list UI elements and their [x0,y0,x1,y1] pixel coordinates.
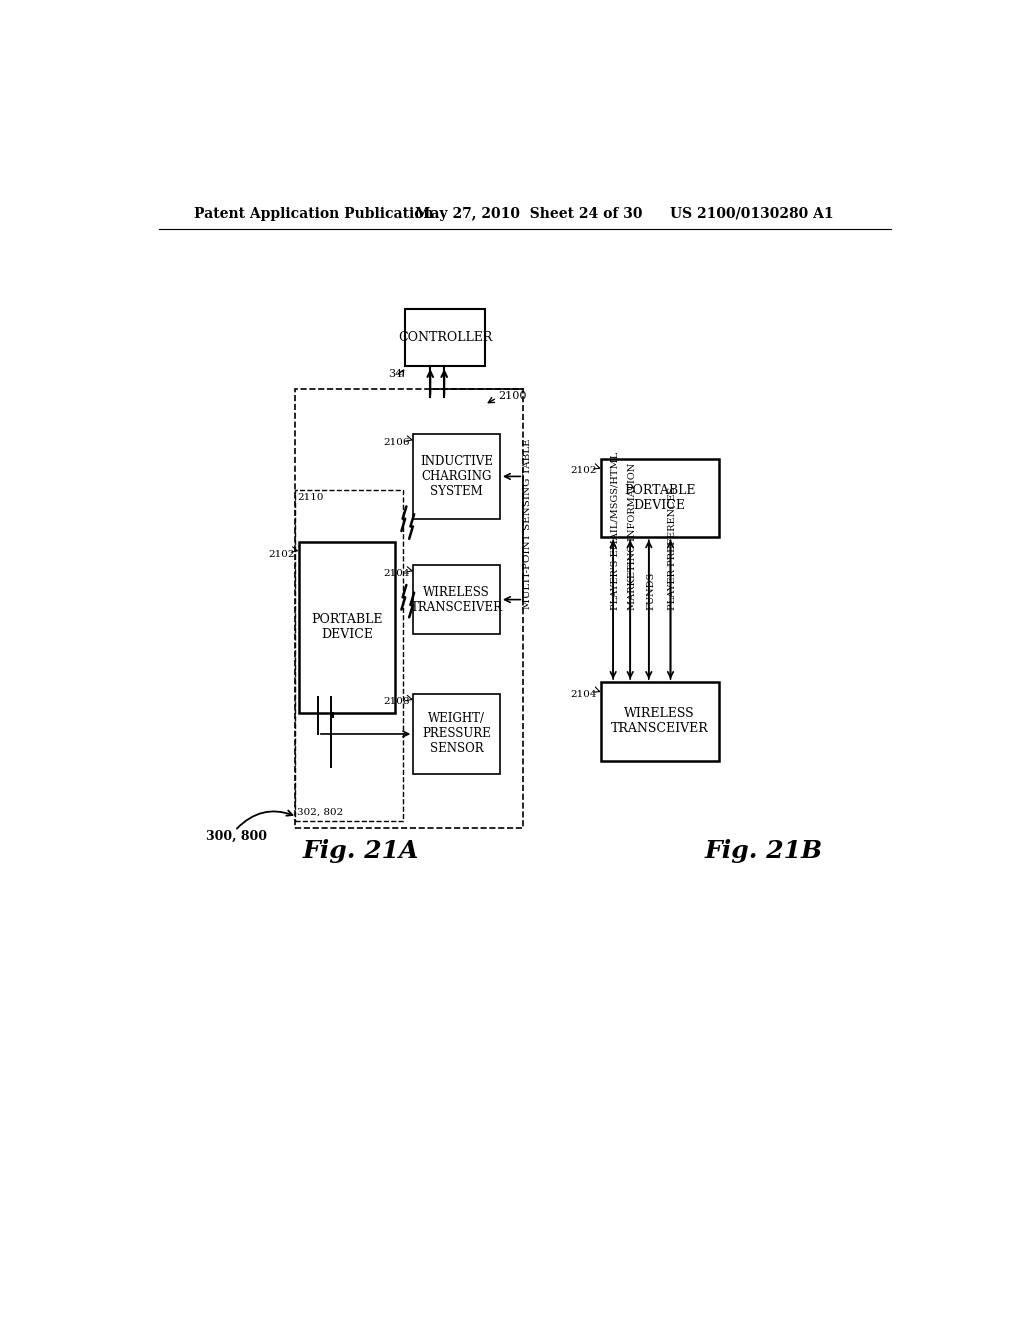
Text: Patent Application Publication: Patent Application Publication [194,207,433,220]
Text: 2100: 2100 [499,391,527,400]
Text: WEIGHT/
PRESSURE
SENSOR: WEIGHT/ PRESSURE SENSOR [422,713,490,755]
Text: 2102: 2102 [268,549,295,558]
Text: Fig. 21A: Fig. 21A [302,840,419,863]
Bar [406,309,484,367]
Text: MARKETING INFORMATION: MARKETING INFORMATION [628,462,637,610]
Text: May 27, 2010  Sheet 24 of 30: May 27, 2010 Sheet 24 of 30 [415,207,642,220]
Text: INDUCTIVE
CHARGING
SYSTEM: INDUCTIVE CHARGING SYSTEM [420,455,494,498]
Bar [414,565,500,635]
Text: US 2100/0130280 A1: US 2100/0130280 A1 [671,207,835,220]
Text: WIRELESS
TRANSCEIVER: WIRELESS TRANSCEIVER [411,586,503,614]
Text: 2110: 2110 [297,494,324,503]
Text: 2106: 2106 [383,438,410,447]
Text: 2102: 2102 [570,466,597,475]
Bar [601,459,719,537]
Text: PLAYER PREFERENCES: PLAYER PREFERENCES [669,486,677,610]
Text: MULTI-POINT SENSING TABLE: MULTI-POINT SENSING TABLE [522,438,531,609]
Bar [414,434,500,519]
Bar [295,490,403,821]
Bar [295,389,523,829]
Text: FUNDS: FUNDS [646,572,655,610]
Bar [414,693,500,775]
Text: 2104: 2104 [383,569,410,578]
Text: PLAYER'S EMAIL/MSGS/HTML: PLAYER'S EMAIL/MSGS/HTML [611,451,620,610]
Text: Fig. 21B: Fig. 21B [705,840,822,863]
Bar [299,543,395,713]
Text: CONTROLLER: CONTROLLER [397,331,493,345]
Text: 300, 800: 300, 800 [206,829,266,842]
Text: 2104: 2104 [570,689,597,698]
Text: 302, 802: 302, 802 [297,808,343,817]
Bar [601,682,719,760]
Text: 2108: 2108 [383,697,410,706]
Text: PORTABLE
DEVICE: PORTABLE DEVICE [311,614,383,642]
Text: PORTABLE
DEVICE: PORTABLE DEVICE [624,484,695,512]
Text: 34: 34 [388,370,402,379]
Text: WIRELESS
TRANSCEIVER: WIRELESS TRANSCEIVER [610,708,709,735]
